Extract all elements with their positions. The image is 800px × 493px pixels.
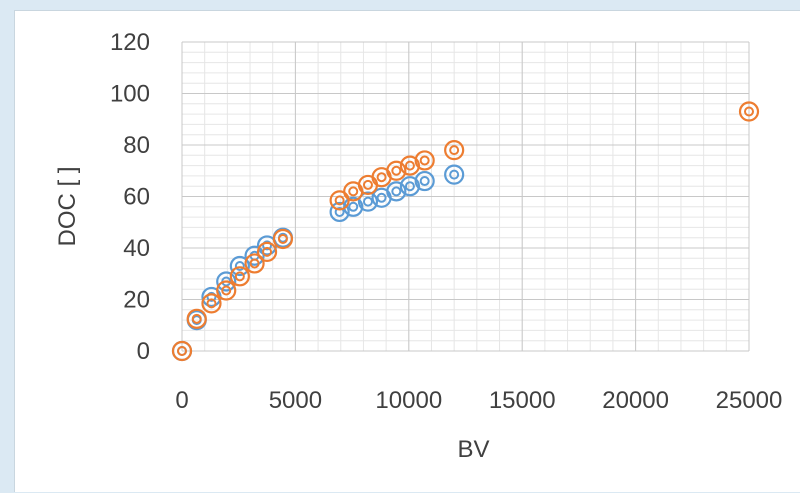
data-point (414, 150, 435, 171)
data-point-center (391, 165, 402, 176)
data-point-center (744, 106, 754, 117)
major-gridlines (181, 41, 750, 352)
y-tick-label: 60 (123, 184, 150, 211)
data-point-ring (329, 201, 350, 223)
y-axis-tick-labels: 0 20 40 60 80 100 120 (110, 29, 150, 365)
data-point-center (334, 195, 345, 206)
data-point (399, 155, 421, 176)
data-point-ring (357, 174, 379, 196)
data-point-center (376, 172, 387, 183)
data-point-ring (272, 228, 294, 250)
data-point-ring (399, 155, 421, 176)
data-point (256, 241, 278, 262)
y-tick-label: 80 (123, 132, 150, 159)
data-point-center (376, 192, 387, 203)
data-point (244, 253, 265, 274)
data-point-center (277, 233, 288, 244)
series-2 (171, 101, 760, 362)
data-point (272, 228, 294, 250)
data-point-ring (229, 255, 250, 277)
data-point (386, 181, 407, 202)
data-point-center (206, 291, 217, 302)
data-point-center (404, 181, 415, 192)
y-tick-label: 0 (137, 338, 150, 365)
x-tick-label: 0 (175, 387, 188, 414)
data-point-ring (357, 191, 379, 212)
y-tick-label: 20 (123, 287, 150, 314)
data-point (216, 280, 237, 301)
data-point-center (234, 261, 245, 272)
data-point-ring (256, 241, 278, 262)
x-axis-title: BV (457, 436, 489, 463)
data-point-center (206, 298, 217, 309)
data-point-center (404, 160, 415, 171)
data-point-ring (244, 253, 265, 274)
data-point-ring (329, 190, 350, 211)
y-tick-label: 120 (110, 29, 150, 56)
data-point-center (262, 246, 273, 257)
chart-area: 0 20 40 60 80 100 120 0 5000 10000 15000 20000 2500… (14, 10, 800, 492)
data-point-ring (229, 266, 250, 287)
data-point-center (449, 169, 460, 180)
data-point (329, 190, 350, 211)
x-tick-label: 15000 (489, 387, 556, 414)
y-tick-label: 40 (123, 235, 150, 262)
data-point-center (419, 155, 430, 166)
data-point (738, 101, 760, 122)
data-point-ring (186, 308, 207, 329)
data-point (171, 340, 193, 362)
data-point-ring (216, 280, 237, 301)
data-point-ring (414, 170, 435, 192)
y-tick-label: 100 (110, 81, 150, 108)
data-point-center (348, 186, 359, 197)
data-point-center (391, 186, 402, 197)
data-point-center (449, 145, 460, 156)
data-point-center (262, 240, 273, 251)
data-point-center (249, 258, 260, 269)
scatter-chart: 0 20 40 60 80 100 120 0 5000 10000 15000 20000 2500… (54, 29, 782, 463)
data-point-ring (738, 101, 760, 122)
data-point-ring (201, 293, 222, 314)
data-point (444, 164, 465, 185)
data-point-ring (171, 340, 193, 362)
data-point-ring (386, 160, 407, 181)
data-point-center (191, 313, 202, 324)
data-point (357, 191, 379, 212)
data-point-ring (399, 176, 421, 197)
data-point (357, 174, 379, 196)
data-point (414, 170, 435, 192)
data-point-ring (386, 181, 407, 202)
data-point (186, 308, 207, 329)
data-point-center (362, 179, 373, 190)
data-point-center (234, 271, 245, 282)
data-point-ring (444, 164, 465, 185)
data-point (444, 140, 465, 161)
data-points (171, 101, 760, 362)
data-point-center (419, 176, 430, 187)
x-tick-label: 5000 (269, 387, 322, 414)
x-tick-label: 25000 (716, 387, 783, 414)
data-point (229, 266, 250, 287)
data-point-center (177, 346, 187, 356)
data-point (386, 160, 407, 181)
x-tick-label: 20000 (602, 387, 669, 414)
x-axis-tick-labels: 0 5000 10000 15000 20000 25000 (175, 387, 782, 414)
data-point (329, 201, 350, 223)
data-point-center (334, 206, 345, 217)
data-point (201, 293, 222, 314)
data-point-ring (444, 140, 465, 161)
x-tick-label: 10000 (375, 387, 442, 414)
data-point-center (348, 201, 359, 212)
y-axis-title: DOC [ ] (54, 166, 81, 246)
data-point-center (362, 196, 373, 207)
data-point (399, 176, 421, 197)
data-point-center (221, 285, 232, 296)
data-point (229, 255, 250, 277)
data-point-ring (216, 271, 237, 292)
data-point-ring (244, 245, 265, 266)
data-point-ring (414, 150, 435, 171)
